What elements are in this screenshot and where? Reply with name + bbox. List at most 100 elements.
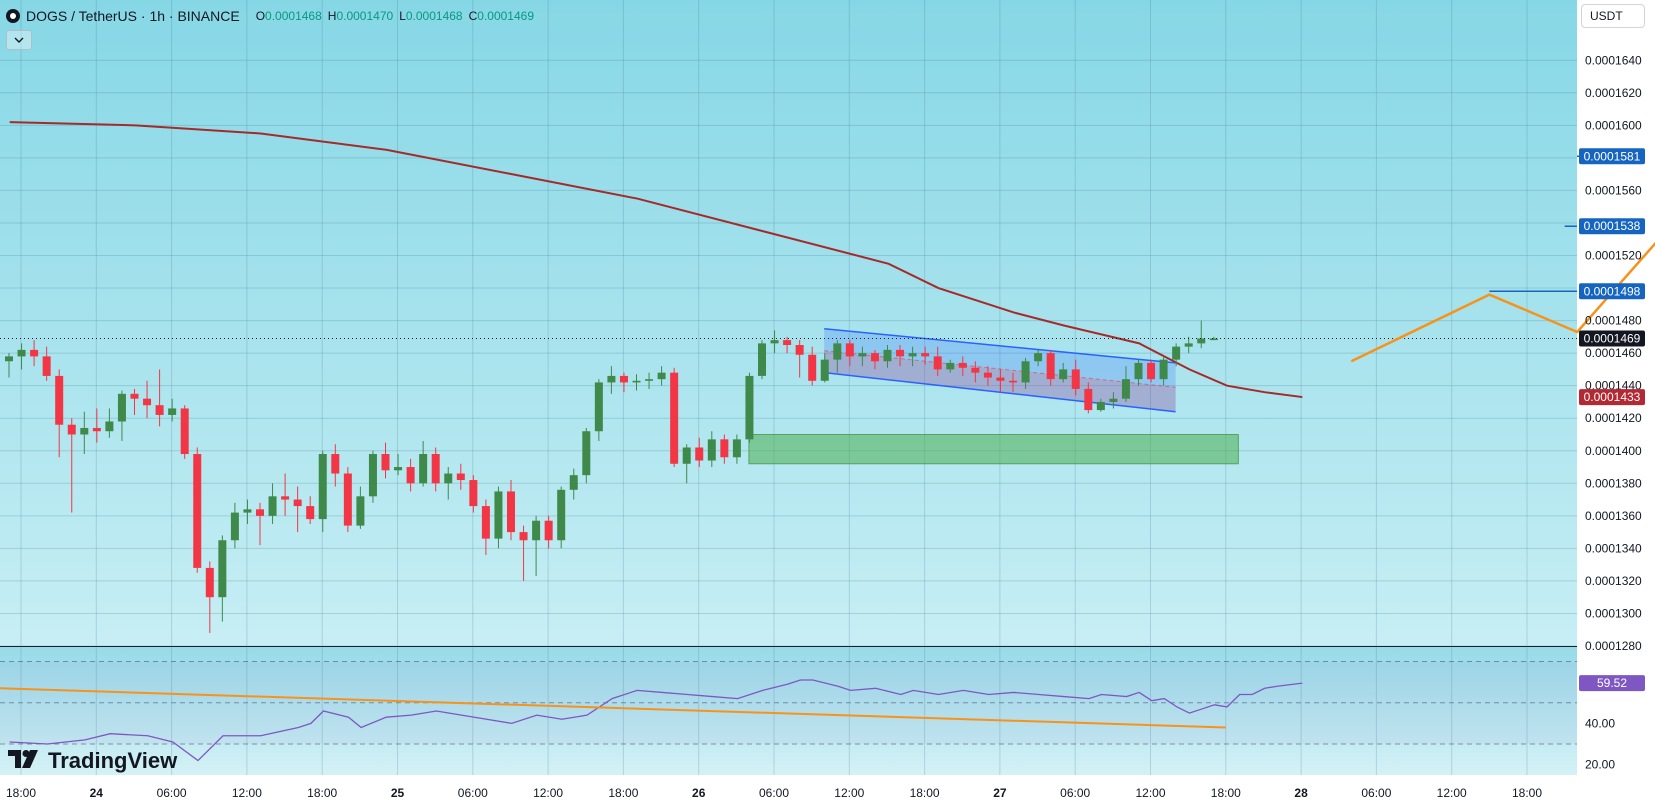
candle-body [494,491,503,539]
time-axis-label: 06:00 [759,786,789,800]
candle-body [883,349,892,362]
candle-body [544,520,553,541]
candle-body [80,427,89,435]
candle-body [845,343,854,357]
candle-body [218,540,227,598]
candle-body [155,405,164,415]
candle-body [695,447,704,461]
ohlc-low-value: 0.0001468 [405,9,463,23]
candle-body [193,454,202,568]
candle-body [256,509,264,516]
symbol-title[interactable]: DOGS / TetherUS · 1h · BINANCE [26,8,240,24]
moving-average-line [9,121,1303,399]
candle-body [983,372,992,378]
ohlc-high-key: H [327,9,337,23]
candle-body [318,454,327,520]
candle-body [1159,359,1168,380]
level-price-tag-background [1579,283,1645,300]
time-axis-label: 12:00 [533,786,563,800]
candle-body [205,567,214,598]
moving-average-tag-background [1579,389,1645,406]
chevron-down-icon [14,37,24,43]
price-axis-label: 0.0001360 [1585,509,1642,523]
candle-body [808,354,817,381]
candle-body [870,353,879,362]
legend-collapse-button[interactable] [6,30,32,50]
candle-body [507,491,515,533]
candle-body [381,454,390,471]
rsi-pane-background [0,647,1577,775]
time-axis-label: 18:00 [910,786,940,800]
grid [0,0,1577,775]
time-axis-label: 28 [1294,786,1308,800]
price-axis-label: 0.0001280 [1585,639,1642,653]
ohlc-open-value: 0.0001468 [265,9,322,23]
current-price-tag: 0.0001469 [1584,331,1641,345]
channel-midline [824,350,1176,388]
currency-button[interactable]: USDT [1581,4,1645,28]
candle-body [117,393,126,422]
rsi-axis-label: 20.00 [1585,758,1615,772]
candle-body [17,349,26,357]
candle-body [143,398,152,406]
time-axis-label: 27 [993,786,1007,800]
price-pane-background [0,0,1577,646]
candle-body [619,375,628,383]
candle-body [569,475,578,490]
candle-body [594,382,603,432]
symbol-legend[interactable]: DOGS / TetherUS · 1h · BINANCE O 0.000146… [6,6,534,26]
tradingview-watermark[interactable]: TradingView [8,748,177,774]
candle-body [444,473,453,484]
rsi-band-fill [0,661,1577,745]
candle-body [180,408,189,455]
candle-body [306,506,315,520]
time-axis-label: 06:00 [1361,786,1391,800]
candle-body [105,421,114,432]
candle-body [996,377,1005,381]
candle-body [758,343,766,376]
candle-body [896,349,905,357]
time-axis-label: 24 [90,786,104,800]
ohlc-open-key: O [255,9,266,23]
candle-body [92,427,101,432]
ohlc-close-key: C [468,9,478,23]
candle-body [293,499,302,507]
current-price-tag-background [1579,330,1645,347]
candle-body [1134,362,1143,380]
candle-body [1172,346,1181,360]
candle-body [532,520,541,541]
candle-body [971,367,980,373]
rsi-value-tag-background [1579,675,1645,692]
candle-body [682,447,691,464]
demand-zone [748,433,1239,465]
level-price-tag-background [1579,148,1645,165]
candle-body [30,349,39,357]
candle-body [1084,388,1093,411]
level-price-tag: 0.0001498 [1584,284,1641,298]
candle-body [431,454,440,484]
candle-body [406,467,415,484]
channel-lower-line [824,371,1176,413]
candle-body [1046,353,1055,380]
candle-body [820,359,829,381]
rsi-trendline [0,687,1226,729]
candle-body [519,532,528,541]
moving-average [9,121,1303,399]
candle-body [858,353,867,357]
candle-body [368,454,377,497]
price-axis-label: 0.0001480 [1585,314,1642,328]
candle-body [469,480,478,507]
time-axis-label: 18:00 [1512,786,1542,800]
candle-body [1034,353,1043,362]
price-axis-label: 0.0001420 [1585,411,1642,425]
time-axis-label: 12:00 [1135,786,1165,800]
candle-body [343,473,352,526]
candle-body [1059,369,1068,380]
rsi-axis-label: 40.00 [1585,716,1615,730]
time-axis-label: 06:00 [458,786,488,800]
time-axis-label: 06:00 [157,786,187,800]
candle-body [1121,379,1130,399]
candle-body [243,509,252,513]
exchange-logo-icon [6,9,20,23]
